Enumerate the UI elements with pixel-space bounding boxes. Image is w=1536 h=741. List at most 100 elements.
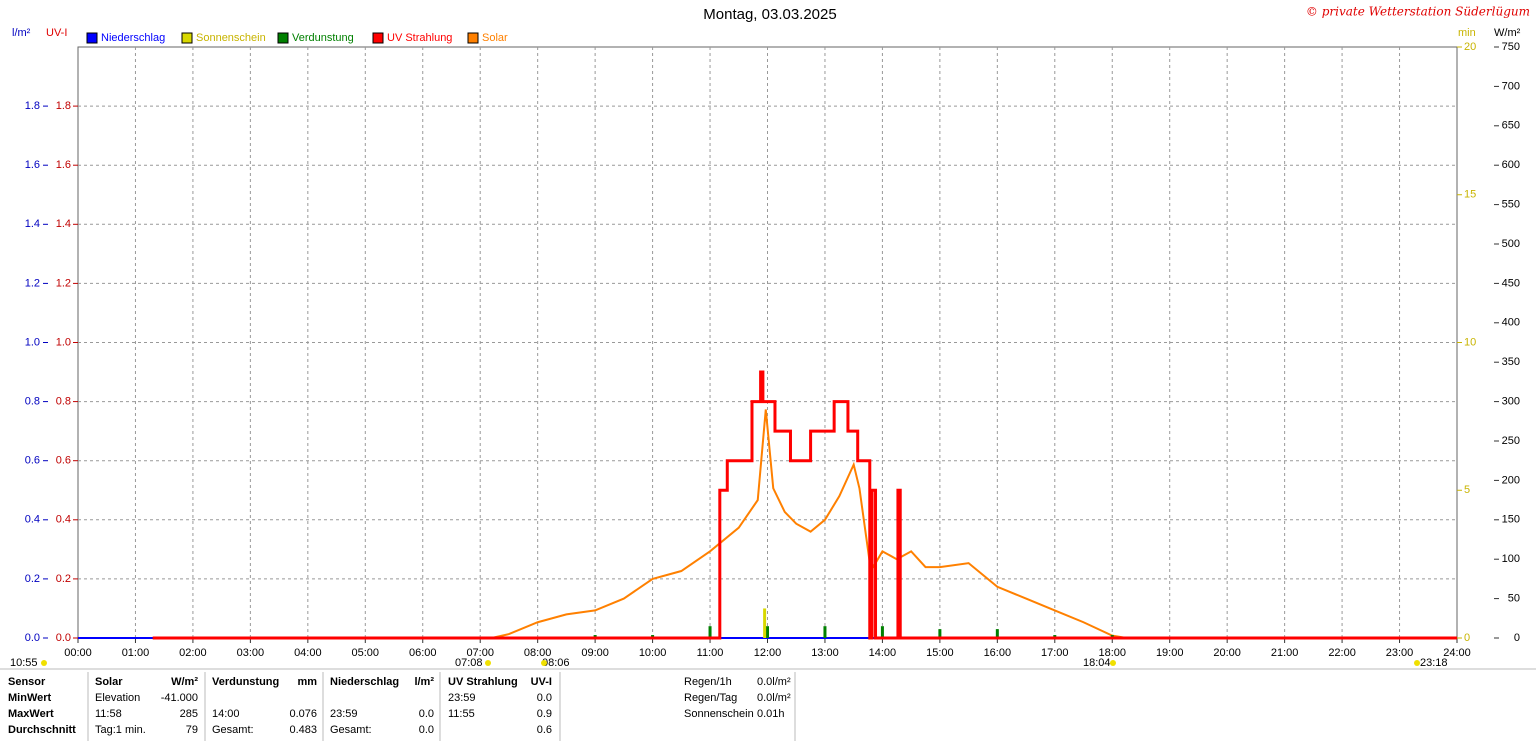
table-cell: Durchschnitt [8,724,76,736]
table-cell: Sensor [8,676,46,688]
table-cell: Tag:1 min. [95,724,146,736]
table-cell: 0.076 [289,708,317,720]
table-cell: 0.0 [419,708,434,720]
x-tick-label: 16:00 [984,647,1012,659]
y3-tick-label: 150 [1502,514,1520,526]
y2-tick-label: 5 [1464,484,1470,496]
y-uv-tick-label: 1.0 [56,336,71,348]
y3-tick-label: 500 [1502,238,1520,250]
y-uv-tick-label: 0.0 [56,632,71,644]
table-cell: MaxWert [8,708,54,720]
x-tick-label: 13:00 [811,647,839,659]
table-cell: 0.01h [757,708,785,720]
table-cell: Gesamt: [212,724,254,736]
legend-label: Niederschlag [101,32,165,44]
y-uv-tick-label: 0.4 [56,514,71,526]
table-cell: Verdunstung [212,676,279,688]
x-tick-label: 06:00 [409,647,437,659]
table-cell: W/m² [171,676,198,688]
y3-tick-label: 250 [1502,435,1520,447]
y3-tick-label: 650 [1502,120,1520,132]
x-tick-label: 03:00 [237,647,265,659]
x-tick-label: 23:00 [1386,647,1414,659]
series-line [152,370,1457,640]
x-tick-label: 01:00 [122,647,150,659]
y3-tick-label: 50 [1508,593,1520,605]
sun-marker-label: 23:18 [1420,657,1448,669]
legend-swatch [277,32,289,44]
legend-label: Verdunstung [292,32,354,44]
x-tick-label: 21:00 [1271,647,1299,659]
x-tick-label: 19:00 [1156,647,1184,659]
series-bar [938,629,942,638]
y3-tick-label: 750 [1502,41,1520,53]
sun-marker-label: 18:04 [1083,657,1111,669]
table-cell: 79 [186,724,198,736]
y-uv-tick-label: 1.6 [56,159,71,171]
series-line [491,409,1127,639]
y3-tick-label: 600 [1502,159,1520,171]
legend-label: Sonnenschein [196,32,266,44]
x-tick-label: 15:00 [926,647,954,659]
y-tick-label: 0.6 [25,455,40,467]
y-tick-label: 1.6 [25,159,40,171]
series-bar [766,626,769,638]
legend-swatch [86,32,98,44]
x-tick-label: 05:00 [352,647,380,659]
y3-tick-label: 100 [1502,553,1520,565]
legend-swatch [372,32,384,44]
x-tick-label: 18:00 [1098,647,1126,659]
table-cell: -41.000 [161,692,198,704]
table-cell: UV Strahlung [448,676,518,688]
series-bar [995,629,999,638]
x-tick-label: 00:00 [64,647,92,659]
table-cell: Solar [95,676,123,688]
x-tick-label: 17:00 [1041,647,1069,659]
table-cell: 14:00 [212,708,240,720]
table-cell: 0.6 [537,724,552,736]
legend-label: UV Strahlung [387,32,452,44]
y-tick-label: 0.4 [25,514,40,526]
table-cell: Regen/1h [684,676,732,688]
sun-marker [1414,660,1420,666]
x-tick-label: 10:00 [639,647,667,659]
y3-tick-label: 300 [1502,396,1520,408]
table-cell: 0.9 [537,708,552,720]
sun-marker-label: 07:08 [455,657,483,669]
y3-tick-label: 700 [1502,80,1520,92]
y-uv-tick-label: 1.8 [56,100,71,112]
y-tick-label: 1.4 [25,218,40,230]
table-cell: l/m² [414,676,434,688]
y-tick-label: 1.0 [25,336,40,348]
y2-tick-label: 15 [1464,189,1476,201]
series-bar [708,626,712,638]
table-cell: Niederschlag [330,676,399,688]
legend-swatch [181,32,193,44]
series-bar [823,626,827,638]
series-bar [880,626,884,638]
y2-tick-label: 0 [1464,632,1470,644]
table-cell: 11:55 [448,708,475,720]
y-uv-tick-label: 0.8 [56,396,71,408]
y-tick-label: 1.8 [25,100,40,112]
y3-tick-label: 550 [1502,199,1520,211]
sun-marker-label: 08:06 [542,657,570,669]
table-cell: 0.0l/m² [757,692,791,704]
y-uv-tick-label: 0.2 [56,573,71,585]
y3-tick-label: 200 [1502,474,1520,486]
y3-tick-label: 400 [1502,317,1520,329]
legend-swatch [467,32,479,44]
chart-title: Montag, 03.03.2025 [703,6,836,23]
y-uv-tick-label: 1.4 [56,218,71,230]
axis-label: l/m² [12,27,31,39]
sun-marker [485,660,491,666]
x-tick-label: 24:00 [1443,647,1471,659]
table-cell: 0.483 [289,724,317,736]
x-tick-label: 11:00 [697,647,724,659]
x-tick-label: 14:00 [869,647,897,659]
series-bar [763,608,767,638]
sun-marker [1110,660,1116,666]
axis-label: min [1458,27,1476,39]
